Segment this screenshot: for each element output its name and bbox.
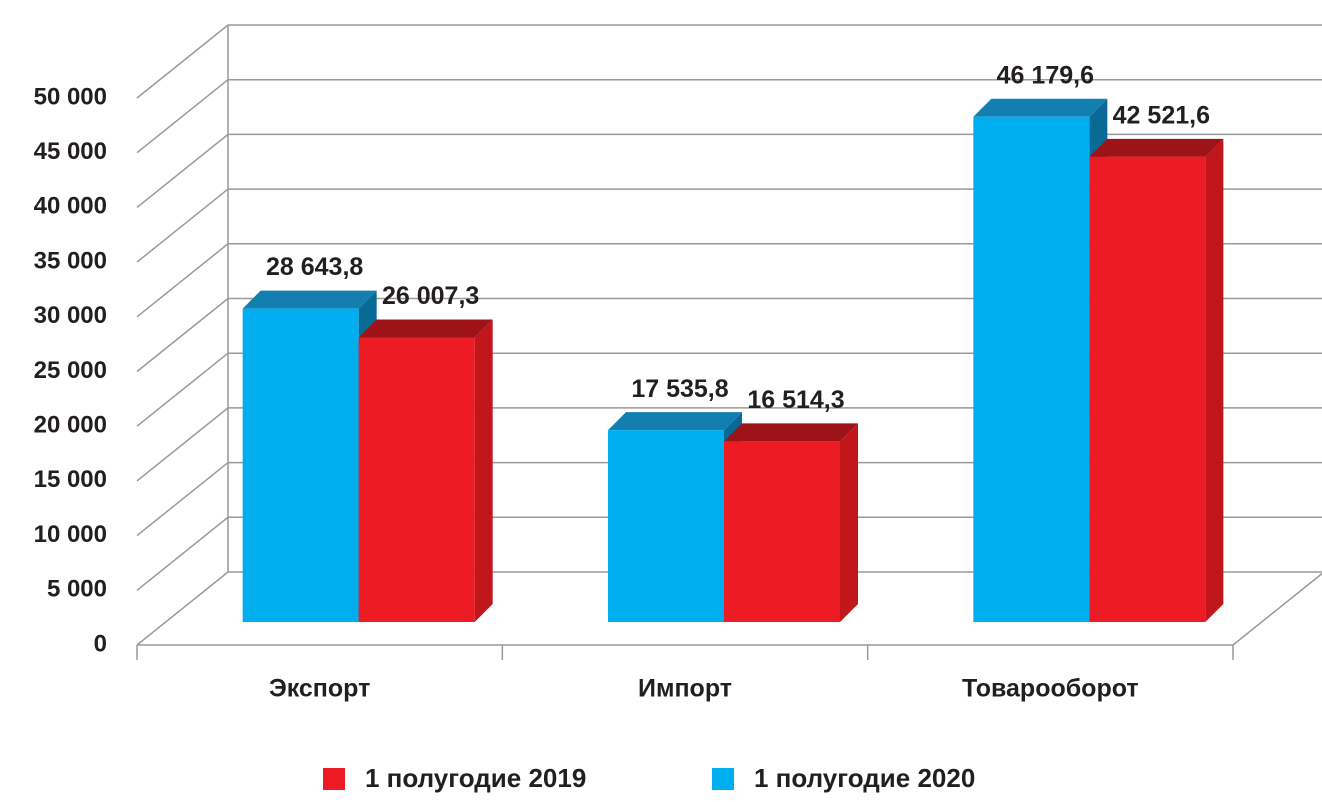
grid-line bbox=[136, 571, 1322, 646]
value-label: 16 514,3 bbox=[747, 386, 844, 414]
grid-line bbox=[136, 297, 1322, 373]
y-tick-label: 5 000 bbox=[47, 576, 107, 603]
value-label: 17 535,8 bbox=[631, 375, 728, 403]
bar bbox=[1089, 156, 1206, 622]
value-label: 42 521,6 bbox=[1113, 101, 1210, 129]
y-tick-label: 35 000 bbox=[34, 247, 107, 274]
bar-top bbox=[724, 423, 858, 442]
grid-line bbox=[136, 133, 1322, 208]
grid-line bbox=[136, 407, 1322, 482]
y-tick-label: 30 000 bbox=[34, 302, 107, 329]
bar bbox=[242, 308, 359, 622]
value-label: 46 179,6 bbox=[997, 61, 1094, 89]
legend-swatch bbox=[323, 768, 345, 790]
bar-top bbox=[242, 290, 377, 309]
bar-top bbox=[358, 319, 493, 338]
bar bbox=[724, 441, 840, 622]
value-label: 28 643,8 bbox=[266, 253, 363, 281]
grid-line bbox=[136, 78, 1322, 154]
y-tick-label: 45 000 bbox=[34, 138, 107, 165]
y-tick-label: 50 000 bbox=[34, 83, 107, 110]
y-tick-label: 25 000 bbox=[34, 357, 107, 384]
y-tick-label: 0 bbox=[94, 630, 107, 657]
value-label: 26 007,3 bbox=[382, 282, 479, 310]
grid-line bbox=[136, 24, 1322, 99]
bar-side bbox=[840, 423, 858, 622]
legend-label: 1 полугодие 2020 bbox=[754, 763, 975, 793]
bar bbox=[608, 430, 724, 622]
legend-swatch bbox=[712, 768, 734, 790]
bar-top bbox=[1089, 138, 1224, 157]
bar bbox=[973, 116, 1090, 623]
bar bbox=[358, 337, 475, 622]
grid-line bbox=[136, 243, 1322, 318]
grid-line bbox=[136, 188, 1322, 263]
grid-line bbox=[136, 516, 1322, 591]
x-tick-label: Товарооборот bbox=[962, 675, 1139, 703]
bar-top bbox=[608, 412, 742, 431]
y-tick-label: 10 000 bbox=[34, 521, 107, 548]
bar-top bbox=[973, 98, 1108, 117]
grid-line bbox=[136, 461, 1322, 537]
legend-label: 1 полугодие 2019 bbox=[365, 763, 586, 793]
bar-side bbox=[1205, 138, 1224, 622]
y-tick-label: 20 000 bbox=[34, 412, 107, 439]
x-tick-label: Экспорт bbox=[269, 675, 370, 703]
y-tick-label: 40 000 bbox=[34, 193, 107, 220]
grid-line bbox=[136, 352, 1322, 427]
bar-side bbox=[474, 319, 493, 622]
x-tick-label: Импорт bbox=[638, 675, 732, 703]
y-tick-label: 15 000 bbox=[34, 466, 107, 493]
